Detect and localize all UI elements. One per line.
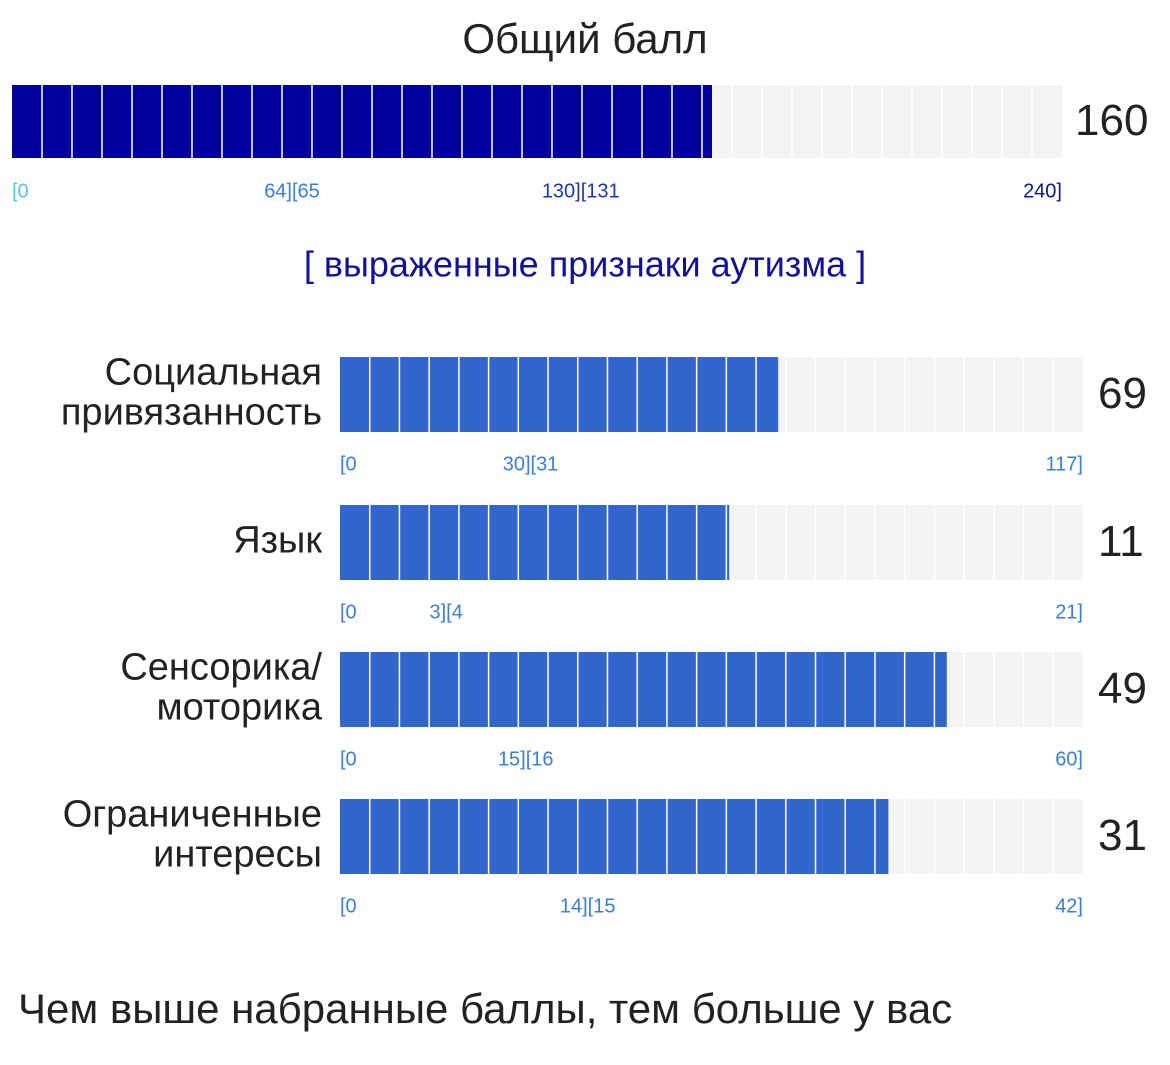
- range-label: 14][15: [560, 895, 616, 917]
- range-label: 21]: [1055, 601, 1083, 623]
- range-label: 240]: [1023, 180, 1062, 202]
- range-label: 130][131: [542, 180, 620, 202]
- bar-fill: [340, 505, 730, 580]
- subscale-label: Социальная: [105, 352, 322, 394]
- range-label: 64][65: [264, 180, 320, 202]
- score-value: 69: [1098, 369, 1147, 418]
- range-label: [0: [340, 601, 357, 623]
- subscale-label: Язык: [233, 520, 322, 562]
- bar-fill: [12, 85, 712, 158]
- score-value: 49: [1098, 664, 1147, 713]
- range-label: 42]: [1055, 895, 1083, 917]
- category: [ выраженные признаки аутизма ]: [304, 244, 866, 285]
- score-value: 11: [1098, 517, 1144, 566]
- total-title: Общий балл: [462, 15, 707, 62]
- subscale-label: Сенсорика/: [120, 647, 322, 689]
- score-value: 31: [1098, 811, 1147, 860]
- range-label: [0: [340, 895, 357, 917]
- range-label: [0: [340, 748, 357, 770]
- range-label: 3][4: [429, 601, 462, 623]
- bar-fill: [340, 652, 947, 727]
- range-label: 60]: [1055, 748, 1083, 770]
- bar-fill: [340, 357, 779, 432]
- footer: Чем выше набранные баллы, тем больше у в…: [18, 985, 952, 1032]
- bar-fill: [340, 799, 889, 874]
- range-label: [0: [12, 180, 29, 202]
- range-label: 15][16: [498, 748, 554, 770]
- score-value: 160: [1075, 96, 1148, 145]
- range-label: [0: [340, 453, 357, 475]
- subscale-label: интересы: [153, 834, 322, 876]
- range-label: 117]: [1046, 453, 1083, 475]
- subscale-label: моторика: [157, 687, 323, 729]
- subscale-label: Ограниченные: [63, 794, 322, 836]
- subscale-label: привязанность: [61, 392, 322, 434]
- range-label: 30][31: [503, 453, 559, 475]
